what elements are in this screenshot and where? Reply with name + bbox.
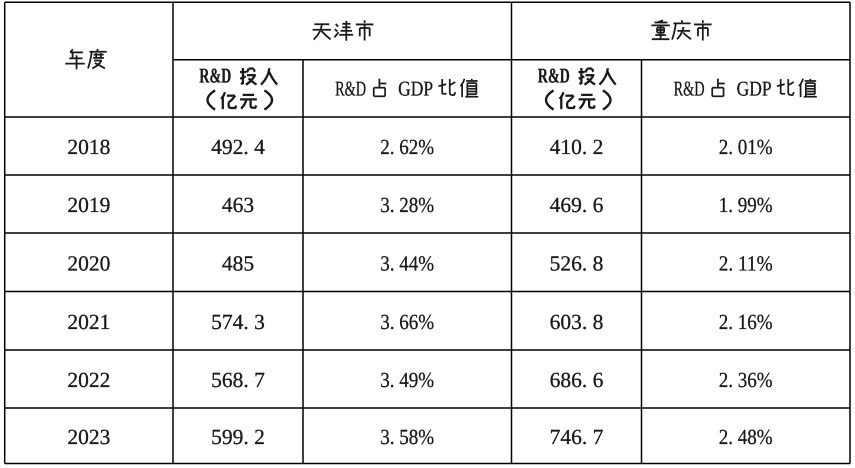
svg-text:R&D: R&D xyxy=(538,63,570,87)
svg-text:2019: 2019 xyxy=(67,193,110,217)
svg-text:526. 8: 526. 8 xyxy=(550,251,604,275)
svg-text:2023: 2023 xyxy=(67,425,110,449)
svg-text:R&D: R&D xyxy=(335,77,366,101)
svg-text:3. 28%: 3. 28% xyxy=(380,193,434,217)
svg-text:574. 3: 574. 3 xyxy=(211,310,265,334)
svg-text:568. 7: 568. 7 xyxy=(211,368,265,392)
svg-text:2021: 2021 xyxy=(67,310,110,334)
svg-text:R&D: R&D xyxy=(199,63,231,87)
svg-text:3. 66%: 3. 66% xyxy=(380,310,434,334)
svg-text:2020: 2020 xyxy=(67,251,110,275)
svg-text:2. 11%: 2. 11% xyxy=(719,251,773,275)
svg-text:686. 6: 686. 6 xyxy=(550,368,604,392)
svg-text:492. 4: 492. 4 xyxy=(211,135,265,159)
svg-text:469. 6: 469. 6 xyxy=(550,193,604,217)
svg-text:3. 44%: 3. 44% xyxy=(380,251,434,275)
svg-text:2018: 2018 xyxy=(67,135,110,159)
svg-text:3. 58%: 3. 58% xyxy=(380,425,434,449)
svg-text:485: 485 xyxy=(222,251,254,275)
svg-text:GDP: GDP xyxy=(398,77,433,101)
svg-text:599. 2: 599. 2 xyxy=(211,425,265,449)
svg-text:2. 62%: 2. 62% xyxy=(380,135,434,159)
svg-text:2. 36%: 2. 36% xyxy=(719,368,773,392)
svg-text:2. 01%: 2. 01% xyxy=(719,135,773,159)
svg-text:1. 99%: 1. 99% xyxy=(719,193,773,217)
svg-text:GDP: GDP xyxy=(737,77,772,101)
svg-text:2022: 2022 xyxy=(67,368,110,392)
svg-text:2. 48%: 2. 48% xyxy=(719,425,773,449)
svg-text:746. 7: 746. 7 xyxy=(550,425,604,449)
svg-text:603. 8: 603. 8 xyxy=(550,310,604,334)
svg-text:3. 49%: 3. 49% xyxy=(380,368,434,392)
svg-text:410. 2: 410. 2 xyxy=(550,135,604,159)
svg-text:2. 16%: 2. 16% xyxy=(719,310,773,334)
svg-text:R&D: R&D xyxy=(674,77,705,101)
svg-text:463: 463 xyxy=(222,193,254,217)
